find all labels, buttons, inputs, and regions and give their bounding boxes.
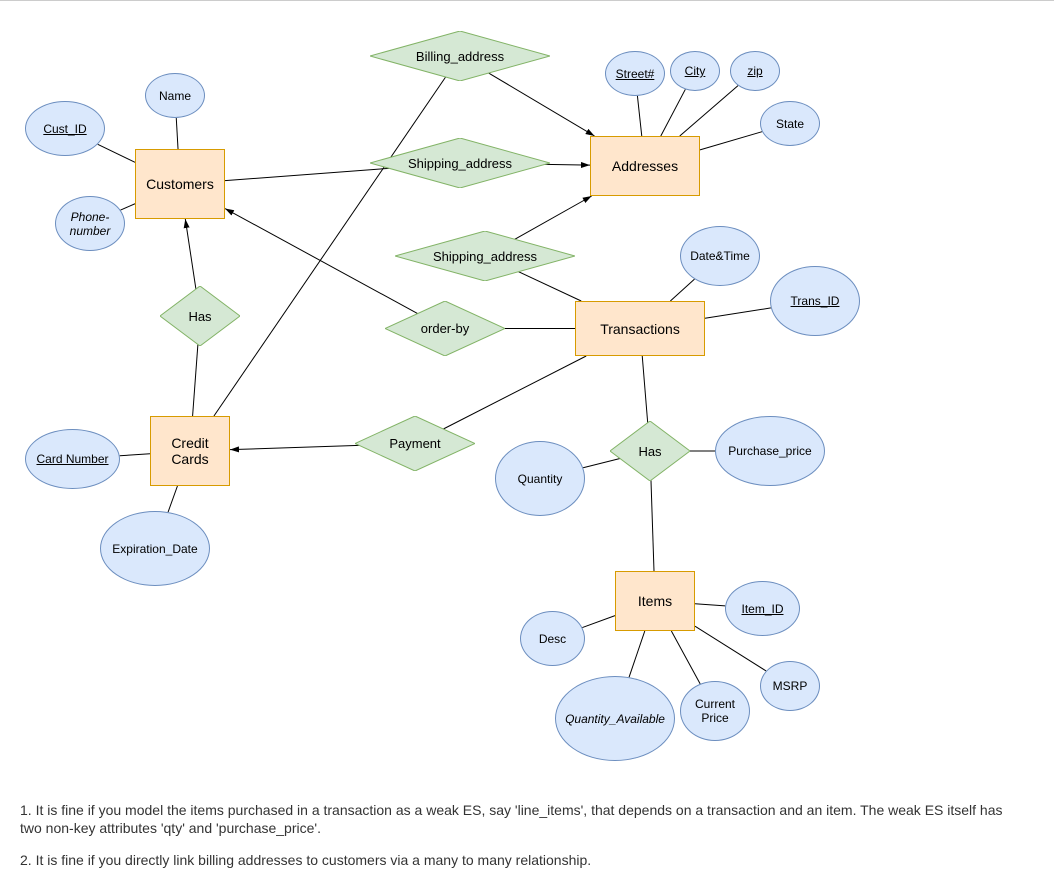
attribute-expiration_date: Expiration_Date <box>100 511 210 586</box>
attribute-label: Cust_ID <box>43 122 86 136</box>
edge-items-current_price <box>671 631 700 684</box>
entity-label: Transactions <box>600 321 680 337</box>
attribute-city: City <box>670 51 720 91</box>
edge-customers-phone_number <box>121 204 135 210</box>
entity-addresses: Addresses <box>590 136 700 196</box>
entity-creditcards: Credit Cards <box>150 416 230 486</box>
edge-payment-creditcards <box>230 445 359 449</box>
attribute-label: Current Price <box>695 697 735 725</box>
attribute-phone_number: Phone- number <box>55 196 125 251</box>
edge-billing_address-addresses <box>489 73 595 136</box>
relationship-billing_address: Billing_address <box>370 31 550 81</box>
attribute-name: Name <box>145 73 205 118</box>
edge-creditcards-expiration_date <box>168 486 177 512</box>
note-1: 1. It is fine if you model the items pur… <box>20 801 1020 837</box>
attribute-label: Desc <box>539 632 566 646</box>
relationship-label: Has <box>188 309 211 324</box>
attribute-cust_id: Cust_ID <box>25 101 105 156</box>
attribute-label: City <box>685 64 706 78</box>
attribute-label: Purchase_price <box>728 444 811 458</box>
attribute-label: Quantity_Available <box>565 712 665 726</box>
attribute-quantity: Quantity <box>495 441 585 516</box>
relationship-label: Has <box>638 444 661 459</box>
entity-items: Items <box>615 571 695 631</box>
edge-has_2-items <box>651 480 654 571</box>
attribute-msrp: MSRP <box>760 661 820 711</box>
edge-shipping_address_1-addresses <box>545 164 590 165</box>
attribute-label: Name <box>159 89 191 103</box>
edge-transactions-has_2 <box>642 356 647 423</box>
entity-label: Items <box>638 593 672 609</box>
edge-has_1-customers <box>185 219 196 289</box>
edge-customers-name <box>176 118 178 149</box>
entity-label: Customers <box>146 176 214 192</box>
attribute-trans_id: Trans_ID <box>770 266 860 336</box>
attribute-label: zip <box>747 64 762 78</box>
edge-items-qty_available <box>629 631 645 677</box>
relationship-label: Payment <box>389 436 440 451</box>
attribute-date_time: Date&Time <box>680 226 760 286</box>
attribute-zip: zip <box>730 51 780 91</box>
edge-transactions-trans_id <box>705 308 771 318</box>
edge-order_by-customers <box>225 209 418 314</box>
relationship-has_1: Has <box>160 286 240 346</box>
attribute-label: Street# <box>616 67 655 81</box>
edge-creditcards-card_number <box>120 454 150 456</box>
entity-customers: Customers <box>135 149 225 219</box>
relationship-label: Billing_address <box>416 49 504 64</box>
relationship-shipping_address_2: Shipping_address <box>395 231 575 281</box>
edge-customers-shipping_address_1 <box>225 168 389 180</box>
attribute-state: State <box>760 101 820 146</box>
attribute-label: Trans_ID <box>791 294 840 308</box>
relationship-order_by: order-by <box>385 301 505 356</box>
edge-transactions-date_time <box>670 279 694 301</box>
relationship-shipping_address_1: Shipping_address <box>370 138 550 188</box>
entity-transactions: Transactions <box>575 301 705 356</box>
edge-addresses-zip <box>680 86 738 136</box>
attribute-street: Street# <box>605 51 665 96</box>
relationship-has_2: Has <box>610 421 690 481</box>
edge-addresses-state <box>700 132 762 150</box>
edge-customers-cust_id <box>98 144 135 162</box>
edge-addresses-city <box>661 89 686 136</box>
edge-items-item_id <box>695 604 725 606</box>
er-diagram-canvas: Customers Credit Cards Addresses Transactio… <box>0 0 1054 888</box>
attribute-label: Phone- number <box>70 210 111 238</box>
edge-items-desc <box>582 616 615 628</box>
attribute-qty_available: Quantity_Available <box>555 676 675 761</box>
attribute-card_number: Card Number <box>25 429 120 489</box>
attribute-label: Item_ID <box>741 602 783 616</box>
attribute-label: Quantity <box>518 472 563 486</box>
relationship-label: Shipping_address <box>408 156 512 171</box>
entity-label: Credit Cards <box>171 435 208 467</box>
entity-label: Addresses <box>612 158 678 174</box>
attribute-label: MSRP <box>773 679 808 693</box>
attribute-purchase_price: Purchase_price <box>715 416 825 486</box>
attribute-label: State <box>776 117 804 131</box>
note-2: 2. It is fine if you directly link billi… <box>20 851 1020 869</box>
attribute-label: Expiration_Date <box>112 542 197 556</box>
attribute-current_price: Current Price <box>680 681 750 741</box>
attribute-label: Card Number <box>36 452 108 466</box>
relationship-label: Shipping_address <box>433 249 537 264</box>
attribute-label: Date&Time <box>690 249 750 263</box>
attribute-item_id: Item_ID <box>725 581 800 636</box>
relationship-label: order-by <box>421 321 469 336</box>
edge-addresses-street <box>637 96 641 136</box>
relationship-payment: Payment <box>355 416 475 471</box>
edge-creditcards-has_1 <box>193 344 198 416</box>
attribute-desc: Desc <box>520 611 585 666</box>
